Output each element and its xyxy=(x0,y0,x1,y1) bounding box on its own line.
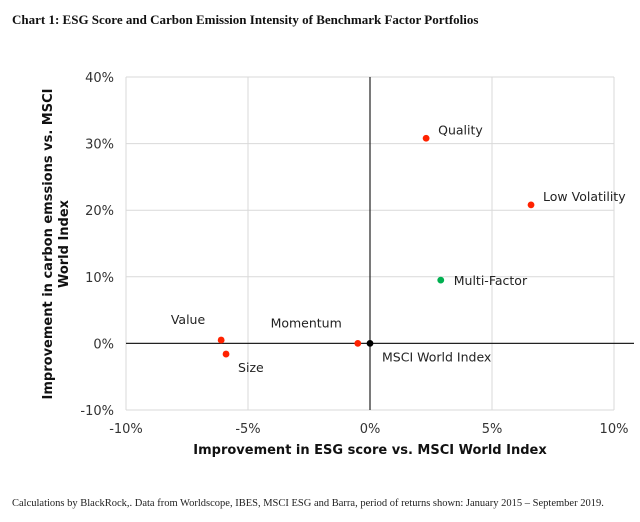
point-multi-factor xyxy=(437,276,445,284)
label-multi-factor: Multi-Factor xyxy=(454,273,528,288)
point-msci-world-index xyxy=(366,340,374,347)
y-tick-label: 0% xyxy=(93,337,114,352)
x-tick-label: 0% xyxy=(360,422,381,437)
y-tick-label: 20% xyxy=(85,204,114,219)
y-tick-label: 10% xyxy=(85,271,114,286)
x-axis-label: Improvement in ESG score vs. MSCI World … xyxy=(193,443,547,458)
y-tick-label: 30% xyxy=(85,138,114,153)
chart-title: Chart 1: ESG Score and Carbon Emission I… xyxy=(12,12,479,27)
y-axis-label: Improvement in carbon emssions vs. MSCI … xyxy=(41,89,72,400)
label-low-volatility: Low Volatility xyxy=(543,189,626,204)
label-momentum: Momentum xyxy=(271,315,342,330)
point-labels: Quality Low Volatility Multi-Factor Value Si… xyxy=(171,122,626,375)
x-tick-label: 5% xyxy=(482,422,503,437)
y-axis-label-line2: World Index xyxy=(57,199,72,288)
y-axis-label-line1: Improvement in carbon emssions vs. MSCI xyxy=(41,89,56,400)
label-quality: Quality xyxy=(438,122,483,137)
y-tick-label: -10% xyxy=(80,404,114,419)
label-size: Size xyxy=(238,360,264,375)
label-value: Value xyxy=(171,312,206,327)
label-msci-world-index: MSCI World Index xyxy=(382,349,491,364)
axes xyxy=(126,77,634,410)
point-value xyxy=(217,336,225,344)
footer-note: Calculations by BlackRock,. Data from Wo… xyxy=(12,498,604,509)
x-tick-label: -5% xyxy=(235,422,260,437)
data-points xyxy=(217,134,535,358)
point-size xyxy=(222,350,230,358)
point-low-volatility xyxy=(527,201,535,209)
tick-labels: -10% -5% 0% 5% 10% -10% 0% 10% 20% 30% 40% xyxy=(80,71,628,437)
x-tick-label: -10% xyxy=(109,422,143,437)
point-quality xyxy=(422,134,430,142)
y-tick-label: 40% xyxy=(85,71,114,86)
x-tick-label: 10% xyxy=(600,422,629,437)
point-momentum xyxy=(354,340,362,347)
